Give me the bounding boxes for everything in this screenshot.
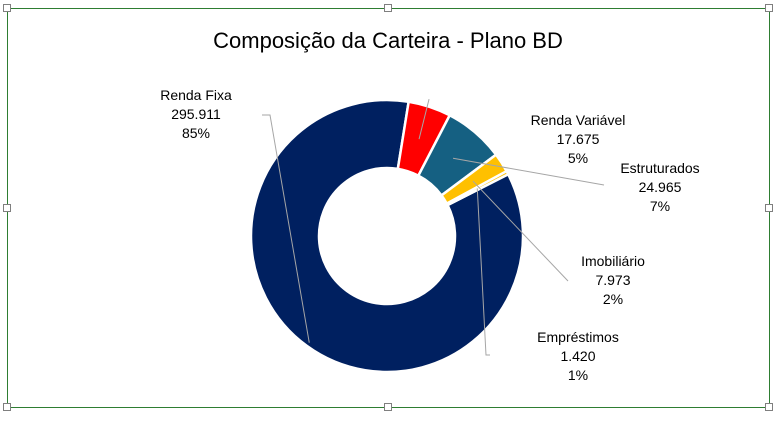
label-name: Estruturados <box>620 160 699 176</box>
resize-handle-left[interactable] <box>3 204 11 212</box>
label-value-label: 295.911 <box>171 106 221 122</box>
label-name: Imobiliário <box>581 253 645 269</box>
resize-handle-top-left[interactable] <box>3 4 11 12</box>
slice-renda-fixa[interactable] <box>249 98 525 374</box>
leader-line-estruturados <box>452 157 605 186</box>
label-pct-label: 1% <box>568 367 588 383</box>
label-pct-label: 85% <box>182 125 210 141</box>
resize-handle-top[interactable] <box>384 4 392 12</box>
label-pct-label: 5% <box>568 150 588 166</box>
leader-line-empr-stimos <box>476 188 490 356</box>
data-label-renda-vari-vel: Renda Variável 17.675 5% <box>531 112 626 166</box>
donut-slices <box>249 98 525 374</box>
label-pct-label: 7% <box>650 198 670 214</box>
resize-handle-bottom[interactable] <box>384 403 392 411</box>
label-name: Renda Fixa <box>160 87 232 103</box>
data-label-estruturados: Estruturados 24.965 7% <box>620 160 699 214</box>
label-name: Empréstimos <box>537 329 619 345</box>
data-label-renda-fixa: Renda Fixa 295.911 85% <box>160 87 232 141</box>
label-pct-label: 2% <box>603 291 623 307</box>
leader-line-imobili-rio <box>472 180 569 282</box>
label-value-label: 1.420 <box>560 348 595 364</box>
label-value-label: 17.675 <box>557 131 600 147</box>
label-value-label: 7.973 <box>595 272 630 288</box>
data-label-empr-stimos: Empréstimos 1.420 1% <box>537 329 619 383</box>
slice-empr-stimos[interactable] <box>445 169 510 207</box>
resize-handles[interactable] <box>3 4 773 411</box>
label-name: Renda Variável <box>531 112 626 128</box>
leader-line-renda-fixa <box>262 114 310 343</box>
resize-handle-right[interactable] <box>765 204 773 212</box>
chart-title: Composição da Carteira - Plano BD <box>213 28 563 53</box>
data-label-imobili-rio: Imobiliário 7.973 2% <box>581 253 645 307</box>
data-labels: Renda Fixa 295.911 85% Renda Variável 17.675… <box>160 87 699 383</box>
resize-handle-top-right[interactable] <box>765 4 773 12</box>
resize-handle-bottom-left[interactable] <box>3 403 11 411</box>
resize-handle-bottom-right[interactable] <box>765 403 773 411</box>
label-value-label: 24.965 <box>639 179 682 195</box>
leader-lines <box>262 99 605 356</box>
leader-line-renda-vari-vel <box>418 99 430 140</box>
